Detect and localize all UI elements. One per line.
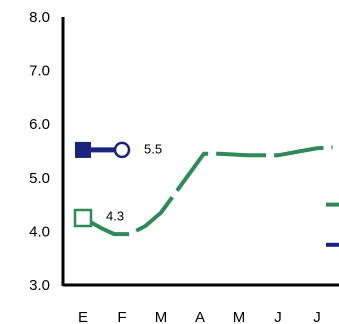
x-tick-label: E bbox=[78, 309, 88, 324]
x-tick-label: J bbox=[313, 309, 321, 324]
y-tick-label: 6.0 bbox=[29, 116, 50, 133]
y-tick-label: 7.0 bbox=[29, 63, 50, 80]
series-green-start-marker bbox=[73, 208, 93, 228]
series-navy-end-marker bbox=[113, 141, 131, 159]
x-tick-label: M bbox=[233, 309, 246, 324]
data-label-green: 4.3 bbox=[106, 208, 124, 223]
data-label-navy: 5.5 bbox=[144, 141, 162, 156]
series-navy-start-marker bbox=[75, 141, 91, 158]
y-tick-label: 5.0 bbox=[29, 170, 50, 187]
y-tick-label: 8.0 bbox=[29, 9, 50, 26]
data-labels: 4.3 5.5 bbox=[106, 141, 162, 223]
x-tick-label: A bbox=[195, 309, 205, 324]
y-axis: 3.0 4.0 5.0 6.0 7.0 8.0 bbox=[29, 9, 339, 294]
x-tick-label: M bbox=[155, 309, 168, 324]
y-tick-label: 4.0 bbox=[29, 223, 50, 240]
x-tick-label: J bbox=[274, 309, 282, 324]
series-group bbox=[73, 141, 339, 247]
series-line-green bbox=[82, 145, 333, 237]
x-tick-label: F bbox=[117, 309, 126, 324]
y-tick-labels: 3.0 4.0 5.0 6.0 7.0 8.0 bbox=[29, 9, 50, 294]
y-tick-label: 3.0 bbox=[29, 277, 50, 294]
